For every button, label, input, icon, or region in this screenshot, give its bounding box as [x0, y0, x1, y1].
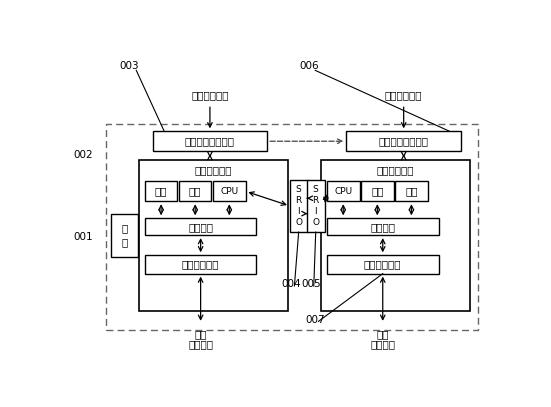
Bar — [395, 181, 428, 201]
Bar — [327, 218, 439, 235]
Text: 内存: 内存 — [189, 186, 202, 196]
Text: S
R
I
O: S R I O — [295, 185, 302, 227]
Bar — [347, 131, 461, 151]
Text: 数据总线: 数据总线 — [370, 222, 395, 232]
Text: 内网处理系统: 内网处理系统 — [195, 166, 232, 175]
Bar — [213, 181, 246, 201]
Text: 006: 006 — [299, 61, 319, 71]
Bar — [321, 160, 471, 311]
Text: 网灶数据: 网灶数据 — [188, 339, 213, 349]
Text: 内网输入参数: 内网输入参数 — [191, 90, 229, 100]
Bar — [111, 214, 138, 257]
Text: 外网输入参数: 外网输入参数 — [385, 90, 423, 100]
Text: 004: 004 — [282, 279, 301, 289]
Bar — [106, 124, 478, 330]
Bar — [145, 255, 256, 274]
Text: 外网: 外网 — [376, 329, 389, 339]
Text: 电
源: 电 源 — [121, 223, 127, 247]
Bar — [327, 181, 359, 201]
Bar — [153, 131, 267, 151]
Text: CPU: CPU — [334, 187, 352, 196]
Text: CPU: CPU — [220, 187, 239, 196]
Text: 内存: 内存 — [371, 186, 383, 196]
Text: 003: 003 — [120, 61, 139, 71]
Text: 外网处理系统: 外网处理系统 — [377, 166, 414, 175]
Text: 外网网灶接口: 外网网灶接口 — [364, 259, 402, 269]
Bar — [145, 181, 177, 201]
Text: 002: 002 — [73, 150, 93, 160]
Text: 005: 005 — [301, 279, 321, 289]
Text: 内网参数配置接口: 内网参数配置接口 — [185, 136, 235, 146]
Text: 007: 007 — [305, 315, 325, 325]
Bar — [290, 180, 307, 232]
Text: 内网: 内网 — [195, 329, 207, 339]
Text: 内网网灶接口: 内网网灶接口 — [182, 259, 219, 269]
Text: S
R
I
O: S R I O — [312, 185, 319, 227]
Text: 001: 001 — [73, 232, 93, 243]
Bar — [139, 160, 288, 311]
Bar — [145, 218, 256, 235]
Bar — [327, 255, 439, 274]
Bar — [179, 181, 212, 201]
Text: 数据总线: 数据总线 — [188, 222, 213, 232]
Text: 存储: 存储 — [155, 186, 168, 196]
Bar — [307, 180, 325, 232]
Text: 存储: 存储 — [405, 186, 418, 196]
Text: 网灶数据: 网灶数据 — [370, 339, 395, 349]
Text: 外网参数配置接口: 外网参数配置接口 — [379, 136, 429, 146]
Bar — [361, 181, 393, 201]
